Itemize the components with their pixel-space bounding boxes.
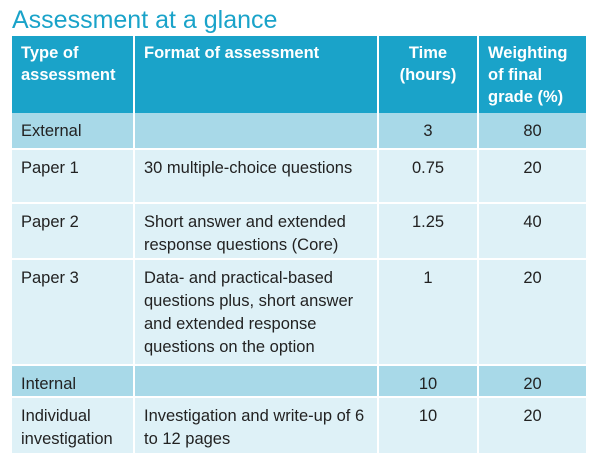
cell-time: 0.75 <box>378 149 479 204</box>
cell-time: 3 <box>378 113 479 150</box>
cell-format <box>134 365 379 398</box>
cell-weighting: 20 <box>478 365 586 398</box>
table-row-external: External 3 80 <box>12 113 586 150</box>
cell-type: Individual investigation <box>12 397 135 455</box>
cell-format: 30 multiple-choice questions <box>134 149 379 204</box>
cell-time: 10 <box>378 365 479 398</box>
page-title: Assessment at a glance <box>12 6 278 34</box>
table-header-row: Type of assessment Format of assessment … <box>12 36 586 113</box>
cell-type: Internal <box>12 365 135 398</box>
cell-weighting: 80 <box>478 113 586 150</box>
table-row-paper-2: Paper 2 Short answer and extended respon… <box>12 203 586 260</box>
cell-type: Paper 1 <box>12 149 135 204</box>
assessment-table: Type of assessment Format of assessment … <box>12 36 586 455</box>
cell-type: Paper 2 <box>12 203 135 260</box>
cell-time: 1 <box>378 259 479 366</box>
table-row-paper-3: Paper 3 Data- and practical-based questi… <box>12 259 586 366</box>
table-row-paper-1: Paper 1 30 multiple-choice questions 0.7… <box>12 149 586 204</box>
cell-weighting: 40 <box>478 203 586 260</box>
cell-weighting: 20 <box>478 397 586 455</box>
header-weighting: Weighting of final grade (%) <box>478 36 586 113</box>
cell-time: 1.25 <box>378 203 479 260</box>
cell-time: 10 <box>378 397 479 455</box>
cell-format <box>134 113 379 150</box>
header-time: Time (hours) <box>378 36 479 113</box>
table-row-internal: Internal 10 20 <box>12 365 586 398</box>
header-type: Type of assessment <box>12 36 135 113</box>
cell-format: Short answer and extended response quest… <box>134 203 379 260</box>
cell-weighting: 20 <box>478 149 586 204</box>
cell-weighting: 20 <box>478 259 586 366</box>
header-format: Format of assessment <box>134 36 379 113</box>
cell-type: External <box>12 113 135 150</box>
cell-format: Investigation and write-up of 6 to 12 pa… <box>134 397 379 455</box>
table-row-individual-investigation: Individual investigation Investigation a… <box>12 397 586 455</box>
cell-type: Paper 3 <box>12 259 135 366</box>
cell-format: Data- and practical-based questions plus… <box>134 259 379 366</box>
